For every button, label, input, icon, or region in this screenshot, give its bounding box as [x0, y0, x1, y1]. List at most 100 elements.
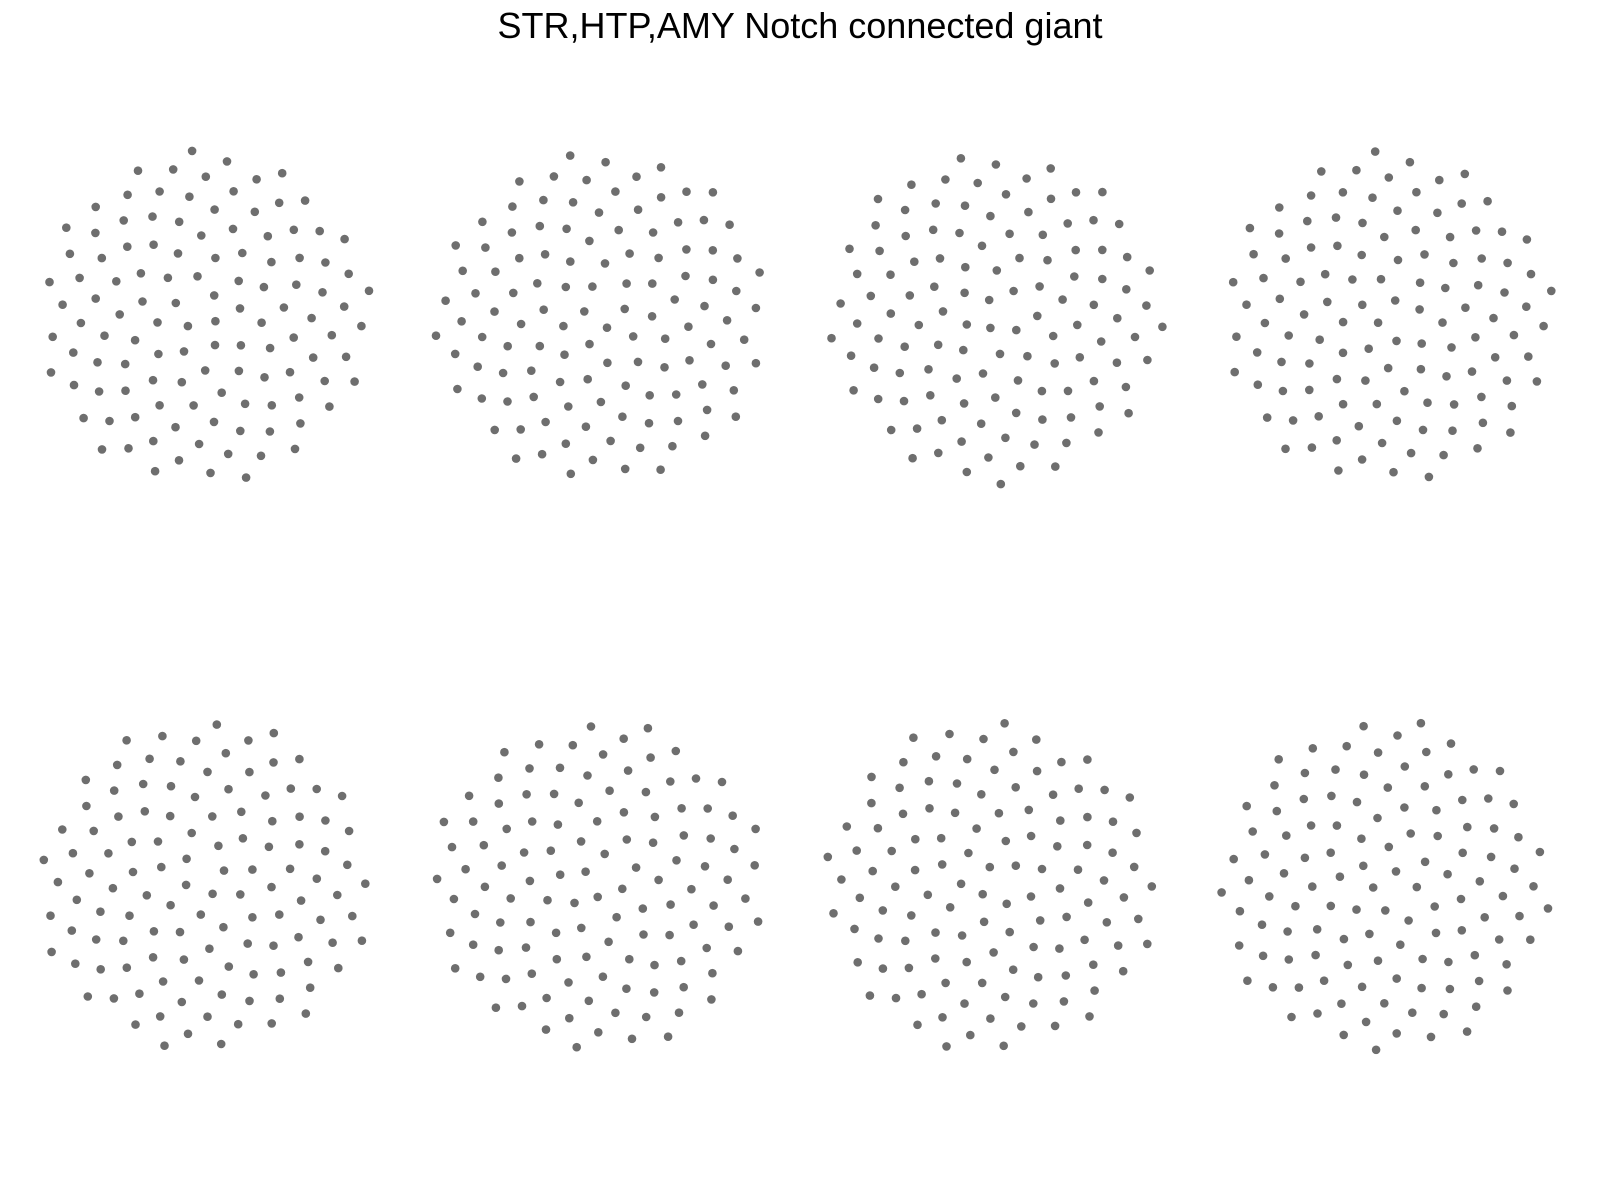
- node: [1303, 216, 1312, 226]
- node: [674, 1008, 684, 1017]
- node: [1009, 286, 1018, 296]
- node: [182, 854, 191, 864]
- node: [1252, 348, 1262, 357]
- node: [1124, 408, 1133, 418]
- node: [1462, 1027, 1472, 1036]
- node: [871, 221, 880, 230]
- node: [925, 804, 934, 813]
- node: [666, 900, 675, 909]
- node: [79, 413, 88, 423]
- node: [91, 228, 100, 238]
- node: [912, 424, 922, 433]
- node: [829, 909, 838, 918]
- node: [150, 466, 160, 476]
- node: [508, 202, 517, 211]
- node: [1463, 822, 1472, 832]
- node: [1547, 286, 1556, 296]
- node: [739, 335, 749, 345]
- node: [1467, 367, 1477, 376]
- node: [222, 157, 232, 166]
- node: [540, 250, 550, 259]
- node: [665, 930, 674, 940]
- node: [1510, 864, 1519, 873]
- node: [1281, 254, 1290, 263]
- node: [1118, 966, 1128, 976]
- node: [1037, 386, 1047, 396]
- node: [542, 993, 551, 1003]
- panel-3: [827, 154, 1167, 489]
- node: [1080, 935, 1089, 945]
- node: [201, 172, 211, 181]
- node: [1005, 927, 1014, 937]
- node: [1051, 462, 1060, 471]
- panel-5: [39, 720, 370, 1050]
- node: [1099, 876, 1109, 885]
- node: [269, 941, 278, 950]
- node: [1339, 1030, 1348, 1040]
- node: [1368, 193, 1377, 202]
- node: [1357, 834, 1366, 843]
- node: [337, 791, 347, 801]
- node: [1050, 1021, 1060, 1031]
- node: [1338, 317, 1348, 327]
- node: [1005, 229, 1014, 239]
- node: [203, 767, 212, 777]
- node: [1412, 882, 1422, 892]
- node: [236, 426, 245, 436]
- node: [1412, 187, 1421, 197]
- node: [1001, 836, 1011, 846]
- node: [62, 223, 71, 232]
- node: [148, 953, 158, 962]
- node: [979, 734, 988, 744]
- node: [295, 840, 304, 849]
- node: [260, 373, 269, 382]
- node: [1526, 935, 1535, 944]
- node: [852, 319, 862, 328]
- node: [627, 1034, 637, 1044]
- node: [257, 318, 266, 328]
- node: [149, 927, 159, 936]
- node: [1415, 278, 1425, 288]
- node: [1306, 191, 1316, 200]
- node: [511, 454, 521, 463]
- node: [267, 882, 276, 892]
- node: [136, 269, 146, 278]
- node: [605, 786, 614, 795]
- node: [250, 207, 260, 217]
- node: [1016, 461, 1025, 471]
- node: [1287, 1012, 1296, 1022]
- node: [1108, 848, 1117, 857]
- node: [931, 954, 940, 963]
- node: [1013, 376, 1023, 385]
- node: [501, 974, 511, 984]
- node: [679, 831, 689, 840]
- node: [1332, 436, 1341, 445]
- node: [645, 391, 654, 400]
- node: [364, 286, 374, 296]
- node: [1497, 227, 1507, 236]
- node: [219, 866, 229, 875]
- node: [217, 388, 226, 398]
- node: [1274, 755, 1283, 764]
- node: [48, 332, 57, 342]
- node: [731, 412, 741, 422]
- node: [328, 938, 337, 947]
- node: [1134, 914, 1143, 924]
- node: [500, 747, 509, 757]
- node: [572, 1042, 581, 1052]
- node: [644, 418, 654, 428]
- node: [960, 288, 969, 298]
- node: [494, 945, 504, 955]
- node: [1408, 1008, 1417, 1017]
- node: [583, 771, 592, 780]
- node: [886, 270, 895, 280]
- node: [1032, 735, 1041, 744]
- node: [1291, 901, 1300, 911]
- node: [933, 340, 943, 350]
- node: [1001, 190, 1011, 199]
- node: [301, 1009, 311, 1018]
- node: [344, 826, 354, 836]
- node: [1461, 303, 1470, 313]
- node: [555, 377, 565, 387]
- node: [1473, 280, 1483, 290]
